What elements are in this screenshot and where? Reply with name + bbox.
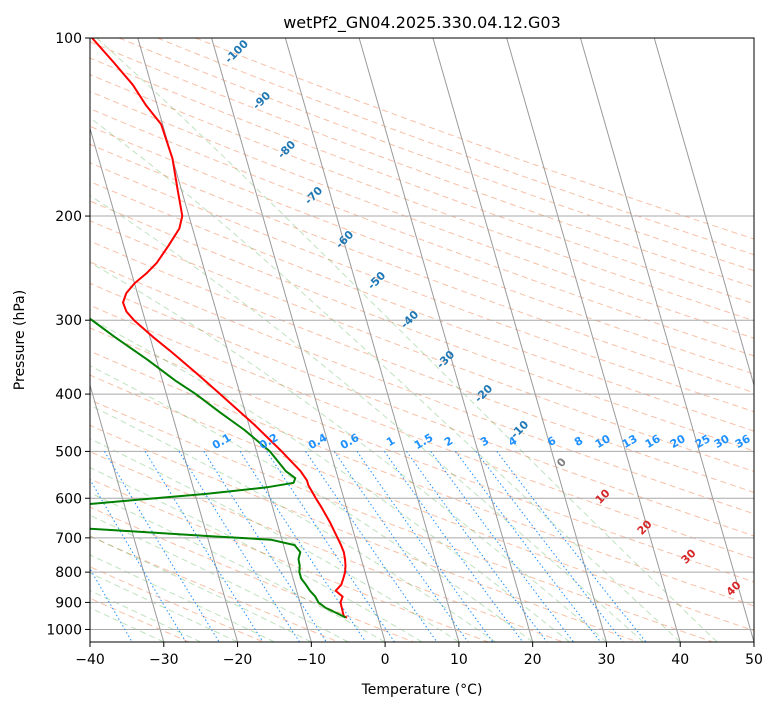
dry-adiabat-line	[157, 38, 754, 256]
dewpoint-profile-line	[90, 317, 347, 619]
temperature-profile-line	[91, 38, 348, 619]
mixing-ratio-line	[496, 451, 647, 642]
y-tick-label: 500	[55, 444, 82, 460]
mixing-ratio-line	[144, 451, 264, 642]
mixing-ratio-line	[406, 451, 548, 642]
background-lines	[90, 38, 754, 642]
dry-adiabat-line	[118, 38, 754, 272]
isotherm-line	[90, 126, 239, 642]
dry-adiabat-line	[90, 200, 754, 452]
plot-frame	[89, 37, 755, 643]
dry-adiabat-line	[90, 424, 638, 642]
chart-title: wetPf2_GN04.2025.330.04.12.G03	[283, 13, 561, 33]
x-tick-label: 30	[598, 652, 616, 668]
dry-adiabat-line	[90, 125, 754, 375]
dry-adiabat-line	[90, 478, 489, 642]
dry-adiabat-line	[90, 261, 754, 515]
mixing-ratio-line	[104, 451, 220, 642]
moist-adiabat-line	[90, 261, 607, 642]
mixing-ratio-line	[305, 451, 438, 642]
y-tick-label: 700	[55, 531, 82, 547]
isotherm-line	[653, 38, 754, 388]
mixing-ratio-line	[178, 451, 301, 642]
y-axis: 100 200 300 400 500 600 700 800 900 1000	[46, 31, 90, 638]
dry-adiabat-line	[90, 350, 754, 607]
isotherm-line	[284, 38, 460, 642]
mixing-ratio-line	[356, 451, 494, 642]
moist-adiabat-line	[90, 514, 349, 642]
isotherm-line	[358, 38, 534, 642]
dry-adiabat-line	[90, 73, 754, 322]
moist-adiabat-line	[90, 195, 644, 642]
isotherm-line	[90, 383, 165, 642]
x-tick-label: −20	[223, 652, 253, 668]
dry-adiabat-line	[90, 220, 754, 472]
moist-adiabat-line	[90, 117, 681, 642]
x-tick-label: 50	[745, 652, 763, 668]
x-tick-label: −10	[297, 652, 327, 668]
mixing-ratio-line	[203, 451, 327, 642]
moist-adiabat-line	[90, 404, 497, 642]
y-tick-label: 1000	[46, 622, 82, 638]
mixing-ratio-line	[475, 451, 624, 642]
y-tick-label: 200	[55, 209, 82, 225]
mixing-ratio-line	[90, 478, 187, 642]
y-tick-label: 400	[55, 387, 82, 403]
x-tick-label: −40	[75, 652, 105, 668]
dry-adiabat-line	[90, 535, 339, 642]
y-tick-label: 100	[55, 31, 82, 47]
profile-lines	[90, 38, 348, 619]
dry-adiabat-line	[90, 162, 754, 413]
isotherm-line	[211, 38, 386, 642]
isotherm-line	[579, 38, 754, 642]
dry-adiabat-line	[90, 374, 754, 632]
x-tick-label: −30	[149, 652, 179, 668]
x-tick-label: 40	[671, 652, 689, 668]
y-axis-label: Pressure (hPa)	[12, 290, 28, 390]
moist-adiabat-line	[96, 38, 718, 642]
moist-adiabat-line	[90, 365, 534, 642]
y-tick-label: 300	[55, 313, 82, 329]
isotherm-line	[506, 38, 681, 642]
y-tick-label: 900	[55, 595, 82, 611]
dry-adiabat-line	[90, 41, 754, 288]
x-axis-label: Temperature (°C)	[361, 682, 483, 698]
moist-adiabat-line	[90, 438, 460, 642]
x-tick-label: 0	[381, 652, 390, 668]
isotherm-line	[432, 38, 607, 642]
y-tick-label: 800	[55, 565, 82, 581]
x-axis: −40 −30 −20 −10 0 10 20 30 40 50	[75, 642, 763, 668]
x-tick-label: 20	[524, 652, 542, 668]
dry-adiabat-line	[90, 108, 754, 357]
dry-adiabat-line	[90, 304, 754, 560]
moist-adiabat-line	[90, 466, 423, 642]
x-tick-label: 10	[450, 652, 468, 668]
y-tick-label: 600	[55, 491, 82, 507]
mixing-ratio-line	[383, 451, 524, 642]
